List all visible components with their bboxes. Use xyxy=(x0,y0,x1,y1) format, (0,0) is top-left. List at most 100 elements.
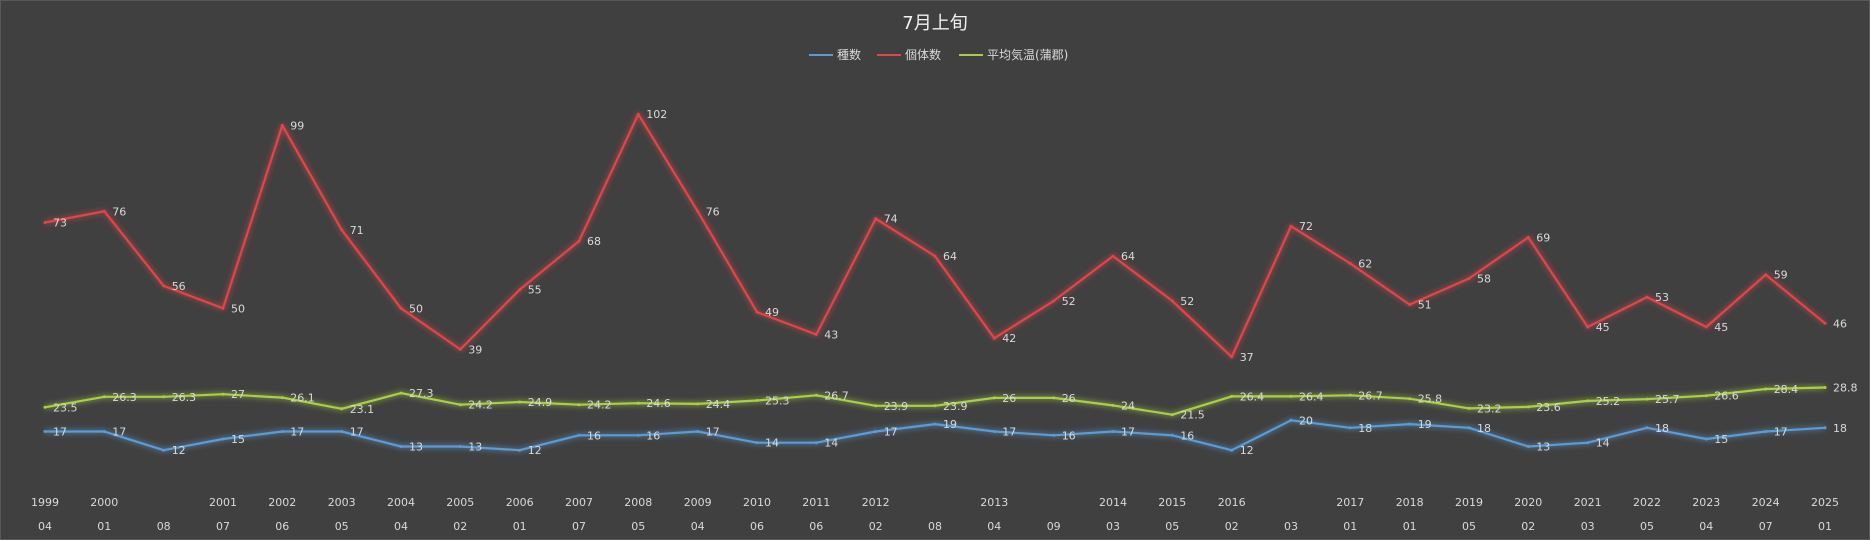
data-point[interactable] xyxy=(1467,426,1471,430)
data-point[interactable] xyxy=(1348,262,1352,265)
data-point[interactable] xyxy=(1289,394,1293,398)
legend-item[interactable]: 平均気温(蒲郡) xyxy=(959,47,1068,62)
data-point[interactable] xyxy=(992,430,996,433)
series-line[interactable] xyxy=(44,113,1826,358)
data-point[interactable] xyxy=(1289,418,1293,422)
data-point[interactable] xyxy=(1823,321,1827,325)
data-point[interactable] xyxy=(162,284,166,288)
data-point[interactable] xyxy=(933,422,937,426)
data-point[interactable] xyxy=(1230,448,1234,452)
data-point[interactable] xyxy=(874,404,878,408)
data-point[interactable] xyxy=(1111,430,1115,433)
data-point[interactable] xyxy=(399,306,403,310)
data-point[interactable] xyxy=(1764,273,1768,277)
data-point[interactable] xyxy=(1230,394,1234,398)
data-point[interactable] xyxy=(43,221,47,224)
data-point[interactable] xyxy=(1704,437,1708,441)
data-point[interactable] xyxy=(458,403,462,407)
data-point[interactable] xyxy=(43,405,47,409)
data-point[interactable] xyxy=(1586,325,1590,329)
data-point[interactable] xyxy=(340,430,344,433)
data-point[interactable] xyxy=(43,430,47,433)
data-point[interactable] xyxy=(1348,393,1352,397)
data-point[interactable] xyxy=(1408,303,1412,307)
data-point[interactable] xyxy=(1526,405,1530,409)
data-point[interactable] xyxy=(874,430,878,433)
data-point[interactable] xyxy=(874,217,878,221)
data-point[interactable] xyxy=(1823,386,1827,389)
data-point[interactable] xyxy=(162,448,166,452)
data-point[interactable] xyxy=(755,441,759,445)
data-point[interactable] xyxy=(1052,299,1056,303)
data-point[interactable] xyxy=(1289,224,1293,228)
data-point[interactable] xyxy=(814,333,818,336)
data-label: 18 xyxy=(1655,422,1669,435)
data-point[interactable] xyxy=(1526,235,1530,239)
data-point[interactable] xyxy=(280,123,284,127)
data-point[interactable] xyxy=(1645,295,1649,299)
data-point[interactable] xyxy=(221,392,225,396)
data-point[interactable] xyxy=(1764,387,1768,391)
data-point[interactable] xyxy=(1645,397,1649,401)
data-label: 17 xyxy=(1121,426,1135,439)
data-point[interactable] xyxy=(458,445,462,448)
data-point[interactable] xyxy=(933,404,937,408)
data-point[interactable] xyxy=(636,401,640,405)
data-point[interactable] xyxy=(162,395,166,399)
data-point[interactable] xyxy=(280,396,284,400)
data-point[interactable] xyxy=(102,430,106,433)
data-point[interactable] xyxy=(1467,277,1471,280)
data-point[interactable] xyxy=(340,407,344,411)
data-point[interactable] xyxy=(280,430,284,433)
data-point[interactable] xyxy=(518,400,522,404)
data-point[interactable] xyxy=(1704,394,1708,398)
data-point[interactable] xyxy=(1408,397,1412,401)
data-point[interactable] xyxy=(1170,433,1174,437)
data-point[interactable] xyxy=(1408,422,1412,426)
data-point[interactable] xyxy=(1348,426,1352,430)
data-point[interactable] xyxy=(458,347,462,351)
data-point[interactable] xyxy=(1586,399,1590,403)
data-point[interactable] xyxy=(102,395,106,399)
data-point[interactable] xyxy=(340,228,344,232)
data-point[interactable] xyxy=(1586,441,1590,445)
data-point[interactable] xyxy=(1704,325,1708,329)
data-point[interactable] xyxy=(755,399,759,402)
data-point[interactable] xyxy=(1526,445,1530,448)
data-point[interactable] xyxy=(399,445,403,448)
data-point[interactable] xyxy=(1052,396,1056,400)
data-point[interactable] xyxy=(814,441,818,445)
data-point[interactable] xyxy=(755,310,759,314)
data-point[interactable] xyxy=(1052,433,1056,437)
data-point[interactable] xyxy=(1111,403,1115,407)
data-point[interactable] xyxy=(814,393,818,397)
data-point[interactable] xyxy=(696,430,700,433)
data-point[interactable] xyxy=(518,448,522,452)
data-point[interactable] xyxy=(577,433,581,437)
data-point[interactable] xyxy=(1467,406,1471,410)
data-point[interactable] xyxy=(992,396,996,400)
data-point[interactable] xyxy=(1823,426,1827,430)
data-point[interactable] xyxy=(992,336,996,340)
data-point[interactable] xyxy=(696,209,700,213)
x-tick-day: 04 xyxy=(1699,520,1713,533)
data-point[interactable] xyxy=(102,209,106,213)
data-point[interactable] xyxy=(696,402,700,406)
data-point[interactable] xyxy=(1230,355,1234,359)
data-point[interactable] xyxy=(933,254,937,258)
data-point[interactable] xyxy=(636,112,640,116)
data-point[interactable] xyxy=(1764,430,1768,433)
data-point[interactable] xyxy=(221,306,225,310)
legend-item[interactable]: 個体数 xyxy=(877,47,941,62)
data-point[interactable] xyxy=(1645,426,1649,430)
data-point[interactable] xyxy=(577,239,581,243)
data-point[interactable] xyxy=(1111,254,1115,258)
data-point[interactable] xyxy=(399,391,403,395)
data-point[interactable] xyxy=(221,437,225,441)
legend-item[interactable]: 種数 xyxy=(809,47,861,62)
data-point[interactable] xyxy=(1170,299,1174,303)
data-point[interactable] xyxy=(577,403,581,407)
data-point[interactable] xyxy=(518,288,522,292)
data-point[interactable] xyxy=(1170,413,1174,417)
data-point[interactable] xyxy=(636,433,640,437)
